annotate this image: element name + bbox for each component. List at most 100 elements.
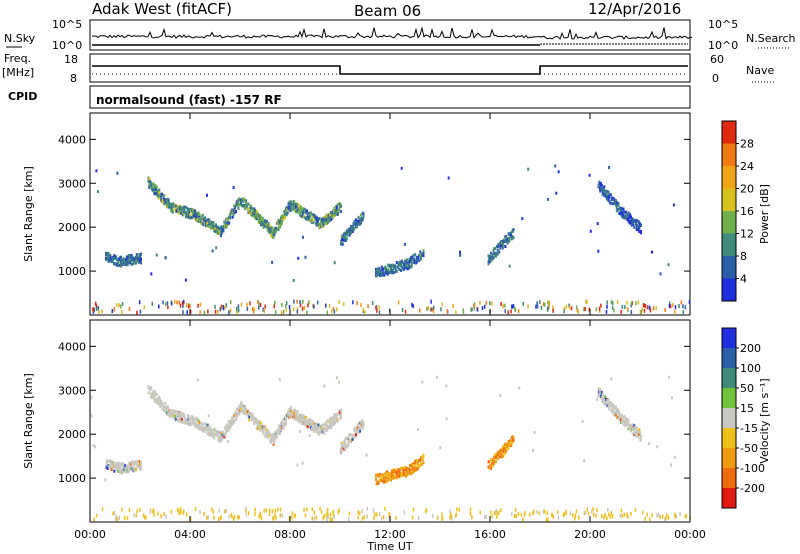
scatter-cell — [533, 509, 535, 514]
echo-cell — [297, 207, 300, 210]
echo-cell — [270, 228, 272, 232]
scatter-cell — [588, 173, 591, 177]
echo-cell — [272, 442, 275, 446]
scatter-cell — [263, 309, 265, 313]
scatter-cell — [557, 170, 560, 174]
scatter-cell — [237, 308, 240, 313]
echo-cell — [342, 234, 345, 238]
echo-cell — [603, 188, 606, 192]
scatter-cell — [183, 299, 185, 304]
echo-cell — [410, 264, 413, 268]
echo-cell — [316, 219, 319, 223]
echo-cell — [511, 230, 514, 234]
echo-cell — [183, 419, 186, 423]
scatter-cell — [95, 513, 98, 518]
scatter-cell — [326, 513, 328, 518]
echo-cell — [130, 258, 133, 262]
scatter-cell — [312, 303, 314, 308]
colorbar-tick-label: 15 — [740, 402, 754, 415]
echo-cell — [338, 207, 341, 211]
scatter-cell — [400, 166, 403, 170]
echo-trace-arc-f — [340, 211, 365, 246]
echo-cell — [129, 261, 132, 265]
colorbar-swatch — [722, 468, 736, 488]
echo-cell — [279, 220, 282, 224]
echo-cell — [340, 409, 342, 413]
echo-cell — [504, 451, 507, 455]
near-range-scatter — [90, 375, 691, 522]
scatter-cell — [118, 303, 120, 308]
scatter-cell — [641, 510, 644, 515]
echo-cell — [408, 264, 411, 268]
echo-cell — [495, 460, 497, 464]
scatter-cell — [249, 301, 251, 306]
scatter-cell — [643, 308, 646, 313]
echo-cell — [170, 203, 172, 206]
scatter-cell — [668, 375, 671, 379]
echo-cell — [238, 412, 241, 416]
cpid-text: normalsound (fast) -157 RF — [96, 93, 282, 107]
velocity-panel: 1000 2000 3000 4000 Slant Range [km] 200 100… — [22, 319, 771, 523]
echo-cell — [501, 241, 504, 245]
scatter-cell — [288, 305, 291, 309]
scatter-cell — [535, 304, 537, 309]
scatter-cell — [616, 300, 619, 305]
scatter-cell — [441, 516, 443, 521]
echo-cell — [498, 250, 501, 254]
scatter-cell — [552, 514, 554, 519]
echo-cell — [138, 253, 141, 256]
echo-cell — [311, 419, 314, 423]
echo-cell — [612, 404, 615, 408]
echo-cell — [394, 474, 397, 478]
echo-cell — [154, 183, 157, 187]
scatter-cell — [547, 306, 549, 311]
scatter-cell — [274, 310, 277, 315]
echo-cell — [264, 434, 267, 438]
x-tick-label: 08:00 — [274, 528, 306, 541]
scatter-cell — [672, 203, 675, 207]
echo-cell — [251, 208, 254, 212]
echo-cell — [300, 207, 303, 211]
scatter-cell — [112, 511, 114, 516]
scatter-cell — [214, 309, 217, 314]
echo-cell — [404, 259, 407, 263]
scatter-cell — [429, 307, 432, 312]
scatter-cell — [228, 310, 230, 315]
scatter-cell — [333, 261, 336, 265]
scatter-cell — [366, 506, 369, 511]
scatter-cell — [536, 301, 538, 306]
echo-cell — [326, 221, 329, 225]
scatter-cell — [532, 511, 534, 516]
echo-cell — [207, 430, 210, 434]
echo-cell — [315, 217, 318, 220]
echo-cell — [206, 432, 209, 436]
echo-cell — [155, 185, 158, 189]
echo-trace-arc-g — [375, 249, 425, 278]
echo-cell — [323, 431, 326, 435]
echo-cell — [259, 428, 262, 432]
echo-cell — [615, 205, 618, 209]
echo-cell — [215, 223, 217, 227]
echo-cell — [339, 202, 342, 206]
echo-cell — [271, 433, 274, 436]
scatter-cell — [273, 304, 275, 309]
echo-cell — [237, 206, 240, 210]
echo-cell — [400, 268, 402, 272]
echo-cell — [336, 213, 339, 216]
echo-cell — [203, 426, 206, 430]
scatter-cell — [271, 260, 274, 264]
scatter-cell — [253, 307, 256, 312]
echo-cell — [497, 455, 500, 459]
echo-cell — [122, 469, 125, 473]
scatter-cell — [563, 306, 566, 311]
scatter-cell — [283, 309, 285, 314]
scatter-cell — [335, 376, 338, 380]
echo-cell — [187, 414, 190, 418]
echo-cell — [419, 458, 422, 462]
scatter-cell — [323, 515, 325, 520]
scatter-cell — [671, 396, 673, 400]
scatter-cell — [144, 515, 146, 520]
echo-cell — [165, 200, 167, 203]
echo-cell — [189, 216, 192, 220]
scatter-cell — [272, 516, 274, 521]
